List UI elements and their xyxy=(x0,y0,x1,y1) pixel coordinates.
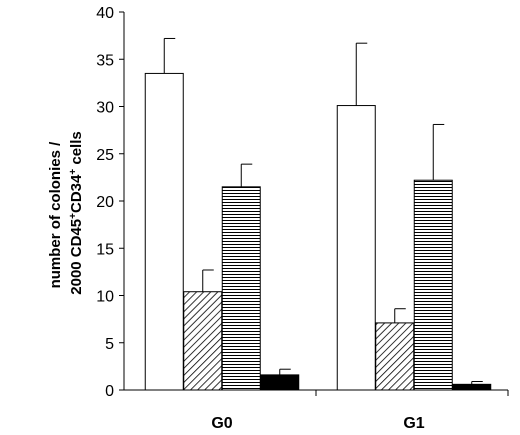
y-tick-label: 5 xyxy=(105,336,114,353)
y-tick-label: 15 xyxy=(96,241,114,258)
y-tick-label: 25 xyxy=(96,147,114,164)
bar-g0-diagonal-hatch xyxy=(183,291,223,391)
bar-g1-white xyxy=(336,105,376,391)
bar-g0-white xyxy=(144,72,184,391)
y-axis-label-line1: number of colonies / xyxy=(47,141,64,289)
category-label-g1: G1 xyxy=(403,415,424,432)
category-labels: G0 G1 xyxy=(211,415,424,432)
y-tick-label: 40 xyxy=(96,5,114,22)
bars xyxy=(144,72,492,391)
y-tick-label: 20 xyxy=(96,194,114,211)
category-label-g0: G0 xyxy=(211,415,232,432)
bar-g0-black xyxy=(260,374,300,391)
y-tick-label: 10 xyxy=(96,289,114,306)
y-tick-label: 35 xyxy=(96,52,114,69)
bar-g1-black xyxy=(452,383,492,391)
y-ticks: 0 5 10 15 20 25 30 35 40 xyxy=(96,5,124,400)
bar-g0-horizontal-hatch xyxy=(221,186,261,391)
y-axis-label: number of colonies / 2000 CD45+CD34+ cel… xyxy=(47,131,85,294)
bar-g1-horizontal-hatch xyxy=(413,179,453,391)
error-bars xyxy=(163,37,483,385)
bar-g1-diagonal-hatch xyxy=(375,322,415,391)
y-axis-label-line2: 2000 CD45+CD34+ cells xyxy=(68,131,86,294)
y-tick-label: 0 xyxy=(105,383,114,400)
y-axis-label-sup-2: + xyxy=(68,169,79,175)
y-axis-label-sup-1: + xyxy=(68,213,79,219)
y-tick-label: 30 xyxy=(96,100,114,117)
